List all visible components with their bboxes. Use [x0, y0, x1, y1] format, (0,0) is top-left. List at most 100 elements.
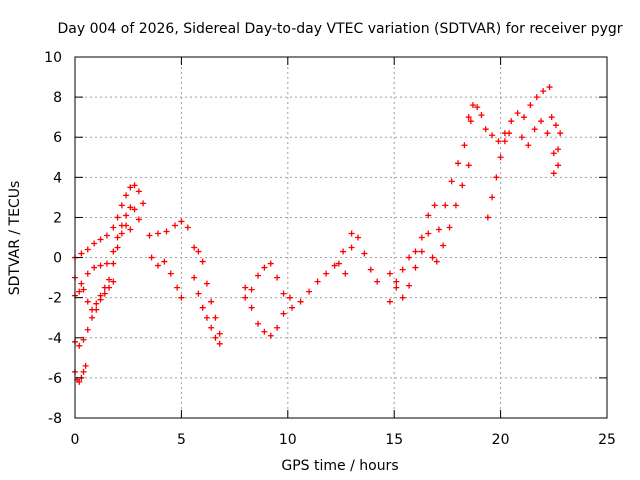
data-point: [84, 298, 91, 305]
data-point: [97, 236, 104, 243]
data-point: [212, 334, 219, 341]
data-point: [191, 244, 198, 251]
y-tick-label: 8: [53, 90, 62, 106]
data-point: [84, 326, 91, 333]
series-track-22: [548, 114, 564, 137]
data-point: [367, 266, 374, 273]
series-track-13: [335, 234, 381, 285]
data-point: [167, 270, 174, 277]
data-point: [84, 270, 91, 277]
data-point: [489, 194, 496, 201]
grid-lines: [75, 57, 607, 418]
data-point: [406, 254, 413, 261]
data-point: [127, 184, 134, 191]
data-point: [84, 246, 91, 253]
data-point: [76, 342, 83, 349]
data-point: [497, 154, 504, 161]
data-point: [76, 378, 83, 385]
data-point: [161, 258, 168, 265]
y-axis-label: SDTVAR / TECUs: [7, 181, 23, 296]
y-tick-label: -2: [48, 291, 62, 307]
data-point: [531, 126, 538, 133]
data-point: [469, 102, 476, 109]
data-point: [540, 88, 547, 95]
data-point: [548, 114, 555, 121]
series-track-20: [484, 130, 513, 221]
data-point: [267, 332, 274, 339]
data-point: [495, 138, 502, 145]
data-point: [418, 248, 425, 255]
data-point: [386, 298, 393, 305]
data-point: [216, 330, 223, 337]
data-point: [306, 288, 313, 295]
data-point: [110, 224, 117, 231]
data-point: [489, 132, 496, 139]
axis-ticks: [74, 56, 608, 419]
data-point: [76, 288, 83, 295]
data-point: [131, 206, 138, 213]
data-point: [467, 118, 474, 125]
data-point: [557, 130, 564, 137]
series-track-8: [191, 244, 223, 337]
series-track-4: [72, 278, 117, 349]
data-point: [446, 224, 453, 231]
data-point: [199, 258, 206, 265]
data-point: [340, 248, 347, 255]
data-point: [103, 260, 110, 267]
data-point: [140, 200, 147, 207]
data-point: [399, 266, 406, 273]
data-point: [393, 284, 400, 291]
data-point: [248, 286, 255, 293]
data-point: [478, 112, 485, 119]
data-point: [106, 276, 113, 283]
data-point: [342, 270, 349, 277]
data-point: [114, 214, 121, 221]
data-point: [274, 324, 281, 331]
data-point: [203, 314, 210, 321]
x-tick-label: 0: [71, 432, 80, 448]
data-point: [425, 212, 432, 219]
data-point: [527, 102, 534, 109]
data-point: [123, 192, 130, 199]
data-point: [555, 162, 562, 169]
data-point: [208, 298, 215, 305]
data-point: [110, 260, 117, 267]
data-point: [538, 118, 545, 125]
data-point: [474, 104, 481, 111]
data-point: [255, 320, 262, 327]
series-track-16: [429, 118, 474, 261]
data-point: [274, 274, 281, 281]
data-point: [355, 234, 362, 241]
data-point: [216, 340, 223, 347]
chart-title: Day 004 of 2026, Sidereal Day-to-day VTE…: [57, 21, 622, 37]
data-point: [484, 214, 491, 221]
data-point: [97, 296, 104, 303]
series-track-19: [482, 84, 553, 145]
data-point: [106, 284, 113, 291]
data-point: [255, 272, 262, 279]
y-tick-label: -6: [48, 371, 62, 387]
series-track-1: [72, 182, 147, 261]
data-point: [459, 182, 466, 189]
data-point: [248, 304, 255, 311]
data-point: [544, 130, 551, 137]
data-point: [348, 244, 355, 251]
data-point: [78, 280, 85, 287]
data-point: [508, 118, 515, 125]
data-point: [89, 314, 96, 321]
series-track-2: [72, 204, 142, 287]
data-point: [546, 84, 553, 91]
series-track-15: [386, 230, 432, 301]
y-tick-label: 4: [53, 170, 62, 186]
y-tick-label: -4: [48, 331, 62, 347]
data-point: [91, 240, 98, 247]
series-track-23: [550, 146, 562, 157]
data-point: [191, 274, 198, 281]
data-point: [146, 232, 153, 239]
data-point: [525, 142, 532, 149]
x-tick-label: 20: [492, 432, 510, 448]
data-point: [103, 232, 110, 239]
data-point: [261, 328, 268, 335]
data-point: [118, 230, 125, 237]
